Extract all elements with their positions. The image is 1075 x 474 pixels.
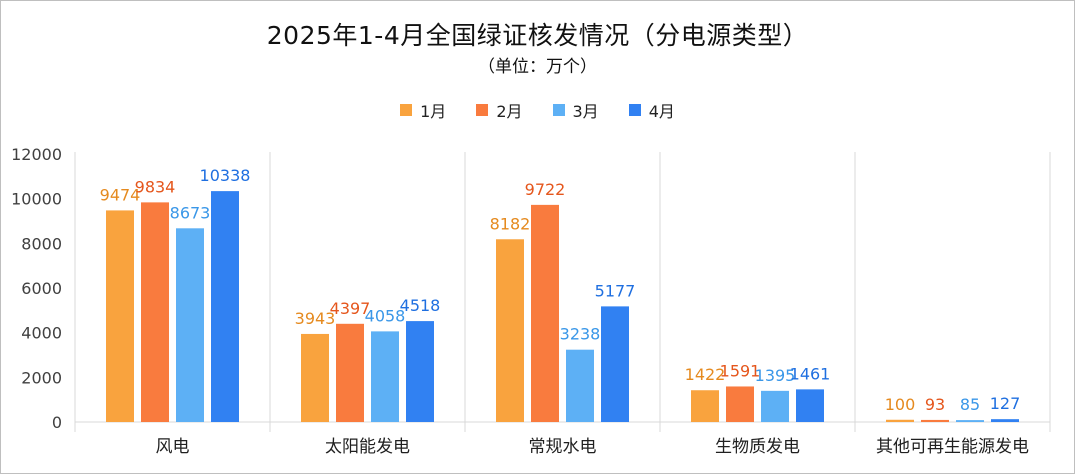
bar-3-5 — [956, 420, 984, 422]
legend-item-1: 1月 — [400, 98, 446, 122]
bar-3-1 — [176, 228, 204, 422]
data-label: 100 — [885, 395, 916, 414]
bar-4-3 — [601, 306, 629, 422]
category-label: 风电 — [156, 437, 190, 457]
legend-swatch-2 — [476, 104, 489, 116]
data-label: 9834 — [135, 177, 176, 196]
data-label: 1461 — [790, 364, 831, 383]
bar-2-2 — [336, 323, 364, 422]
bar-2-5 — [921, 419, 949, 422]
bar-4-4 — [796, 389, 824, 422]
bar-2-4 — [726, 386, 754, 422]
y-tick-label: 2000 — [21, 368, 62, 387]
data-label: 4058 — [365, 306, 406, 325]
y-tick-label: 12000 — [11, 145, 62, 164]
legend-swatch-3 — [552, 104, 565, 116]
category-label: 常规水电 — [529, 437, 597, 457]
data-label: 4518 — [400, 296, 441, 315]
legend-swatch-4 — [628, 104, 641, 116]
data-label: 9722 — [525, 180, 566, 199]
legend-item-2: 2月 — [476, 98, 523, 122]
data-label: 1395 — [755, 366, 796, 385]
legend-item-3: 3月 — [552, 98, 599, 122]
chart-title: 2025年1-4月全国绿证核发情况（分电源类型） — [266, 21, 809, 50]
bar-4-1 — [211, 191, 239, 422]
bar-1-4 — [691, 390, 719, 422]
category-label: 其他可再生能源发电 — [876, 437, 1029, 457]
data-label: 8182 — [490, 214, 531, 233]
data-label: 85 — [960, 395, 980, 414]
bar-1-5 — [886, 419, 914, 422]
data-label: 8673 — [170, 203, 211, 222]
legend-swatch-1 — [400, 104, 413, 116]
bar-3-3 — [566, 349, 594, 422]
legend-label-2: 2月 — [496, 102, 523, 121]
bar-4-2 — [406, 321, 434, 422]
chart-subtitle: （单位：万个） — [478, 57, 597, 77]
data-label: 9474 — [100, 185, 141, 204]
chart-legend: 1月 2月 3月 4月 — [0, 98, 1075, 122]
data-label: 3943 — [295, 309, 336, 328]
y-tick-label: 4000 — [21, 324, 62, 343]
data-label: 3238 — [560, 325, 601, 344]
y-tick-label: 10000 — [11, 190, 62, 209]
data-label: 93 — [925, 395, 945, 414]
data-label: 5177 — [595, 281, 636, 300]
data-label: 4397 — [330, 299, 371, 318]
legend-label-3: 3月 — [572, 102, 599, 121]
legend-item-4: 4月 — [628, 98, 675, 122]
y-tick-label: 8000 — [21, 234, 62, 253]
category-label: 生物质发电 — [715, 437, 800, 457]
data-label: 127 — [990, 394, 1021, 413]
data-label: 10338 — [200, 166, 251, 185]
bar-1-3 — [496, 239, 524, 422]
bar-3-4 — [761, 390, 789, 422]
y-tick-label: 6000 — [21, 279, 62, 298]
legend-label-1: 1月 — [420, 102, 447, 121]
bar-3-2 — [371, 331, 399, 422]
bar-4-5 — [991, 419, 1019, 422]
data-label: 1422 — [685, 365, 726, 384]
bar-1-2 — [301, 333, 329, 422]
legend-label-4: 4月 — [648, 102, 675, 121]
bar-2-1 — [141, 202, 169, 422]
bar-2-3 — [531, 204, 559, 422]
y-tick-label: 0 — [52, 413, 62, 432]
bar-1-1 — [106, 210, 134, 422]
data-label: 1591 — [720, 361, 761, 380]
category-label: 太阳能发电 — [325, 437, 410, 457]
